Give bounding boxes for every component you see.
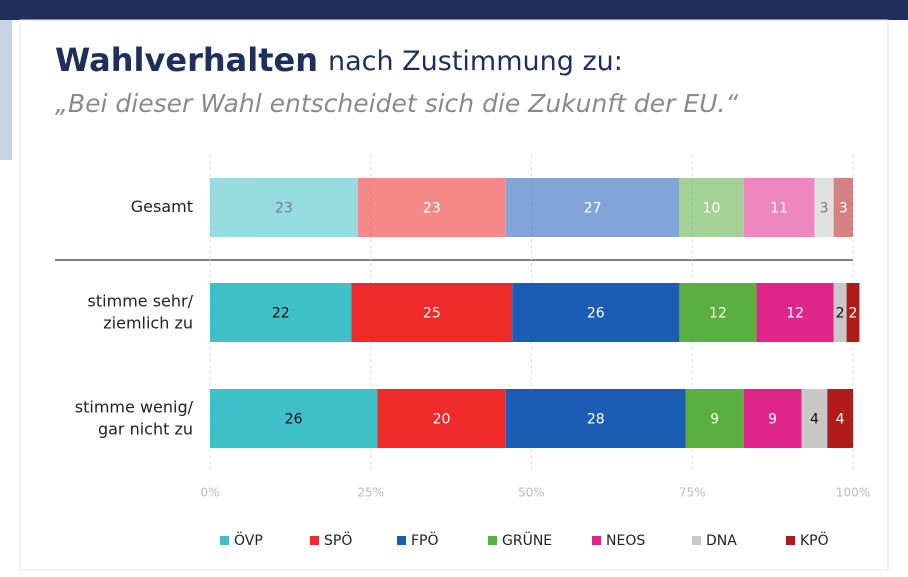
bar-segment bbox=[833, 178, 853, 237]
value-label: 26 bbox=[587, 306, 605, 322]
bar-segment bbox=[827, 389, 853, 448]
legend-swatch bbox=[592, 536, 601, 545]
legend-label: FPÖ bbox=[411, 531, 439, 549]
legend-label: DNA bbox=[706, 533, 737, 549]
bar-segment bbox=[833, 283, 847, 342]
x-tick-label: 100% bbox=[836, 486, 870, 500]
value-label: 4 bbox=[836, 412, 845, 428]
bar-segment bbox=[351, 283, 513, 342]
category-label: stimme sehr/ziemlich zu bbox=[88, 291, 194, 332]
bar-segment bbox=[743, 389, 802, 448]
chart-subtitle: „Bei dieser Wahl entscheidet sich die Zu… bbox=[55, 89, 739, 118]
value-label: 4 bbox=[810, 412, 819, 428]
chart-title: Wahlverhalten nach Zustimmung zu: bbox=[55, 41, 623, 79]
value-label: 11 bbox=[770, 201, 788, 217]
legend-swatch bbox=[692, 536, 701, 545]
top-band bbox=[0, 0, 908, 20]
value-label: 9 bbox=[768, 412, 777, 428]
bar-segment bbox=[505, 178, 680, 237]
value-label: 12 bbox=[709, 306, 727, 322]
value-label: 3 bbox=[820, 201, 829, 217]
legend-swatch bbox=[397, 536, 406, 545]
x-tick-label: 50% bbox=[518, 486, 545, 500]
legend-label: GRÜNE bbox=[502, 531, 552, 549]
bar-segment bbox=[210, 389, 378, 448]
value-label: 20 bbox=[433, 412, 451, 428]
legend-swatch bbox=[488, 536, 497, 545]
bar-segment bbox=[685, 389, 744, 448]
x-tick-label: 75% bbox=[679, 486, 706, 500]
value-label: 26 bbox=[285, 412, 303, 428]
value-label: 12 bbox=[786, 306, 804, 322]
value-label: 2 bbox=[836, 306, 845, 322]
bar-segment bbox=[801, 389, 828, 448]
value-label: 27 bbox=[584, 201, 602, 217]
x-tick-label: 0% bbox=[200, 486, 219, 500]
value-label: 9 bbox=[710, 412, 719, 428]
x-tick-label: 25% bbox=[357, 486, 384, 500]
bar-segment bbox=[210, 178, 358, 237]
bar-segment bbox=[679, 178, 744, 237]
value-label: 22 bbox=[272, 306, 290, 322]
bar-segment bbox=[679, 283, 757, 342]
value-label: 28 bbox=[587, 412, 605, 428]
bar-segment bbox=[846, 283, 860, 342]
bar-row: 26 20 28 9 9 4 4 bbox=[210, 389, 853, 448]
value-label: 23 bbox=[275, 201, 293, 217]
bar-segment bbox=[357, 178, 506, 237]
legend-swatch bbox=[786, 536, 795, 545]
legend-label: KPÖ bbox=[800, 531, 829, 549]
category-line: gar nicht zu bbox=[98, 419, 193, 438]
category-line: stimme sehr/ bbox=[88, 291, 194, 310]
legend-label: ÖVP bbox=[234, 531, 263, 549]
bar-segment bbox=[512, 283, 680, 342]
category-label: stimme wenig/gar nicht zu bbox=[75, 397, 194, 438]
bar-segment bbox=[743, 178, 815, 237]
legend-label: SPÖ bbox=[324, 531, 352, 549]
category-line: ziemlich zu bbox=[103, 313, 193, 332]
value-label: 10 bbox=[703, 201, 721, 217]
bar-row: 22 25 26 12 12 2 2 bbox=[210, 283, 860, 342]
value-label: 25 bbox=[423, 306, 441, 322]
bar-row: 23 23 27 10 11 3 3 bbox=[210, 178, 853, 237]
value-label: 3 bbox=[839, 201, 848, 217]
category-line: stimme wenig/ bbox=[75, 397, 194, 416]
category-label: Gesamt bbox=[131, 197, 193, 216]
bar-segment bbox=[756, 283, 834, 342]
bar-segment bbox=[814, 178, 834, 237]
bar-segment bbox=[505, 389, 686, 448]
value-label: 2 bbox=[849, 306, 858, 322]
legend-swatch bbox=[310, 536, 319, 545]
legend-label: NEOS bbox=[606, 533, 645, 549]
side-band bbox=[0, 20, 12, 160]
legend-swatch bbox=[220, 536, 229, 545]
bar-segment bbox=[210, 283, 352, 342]
bar-segment bbox=[377, 389, 506, 448]
value-label: 23 bbox=[423, 201, 441, 217]
